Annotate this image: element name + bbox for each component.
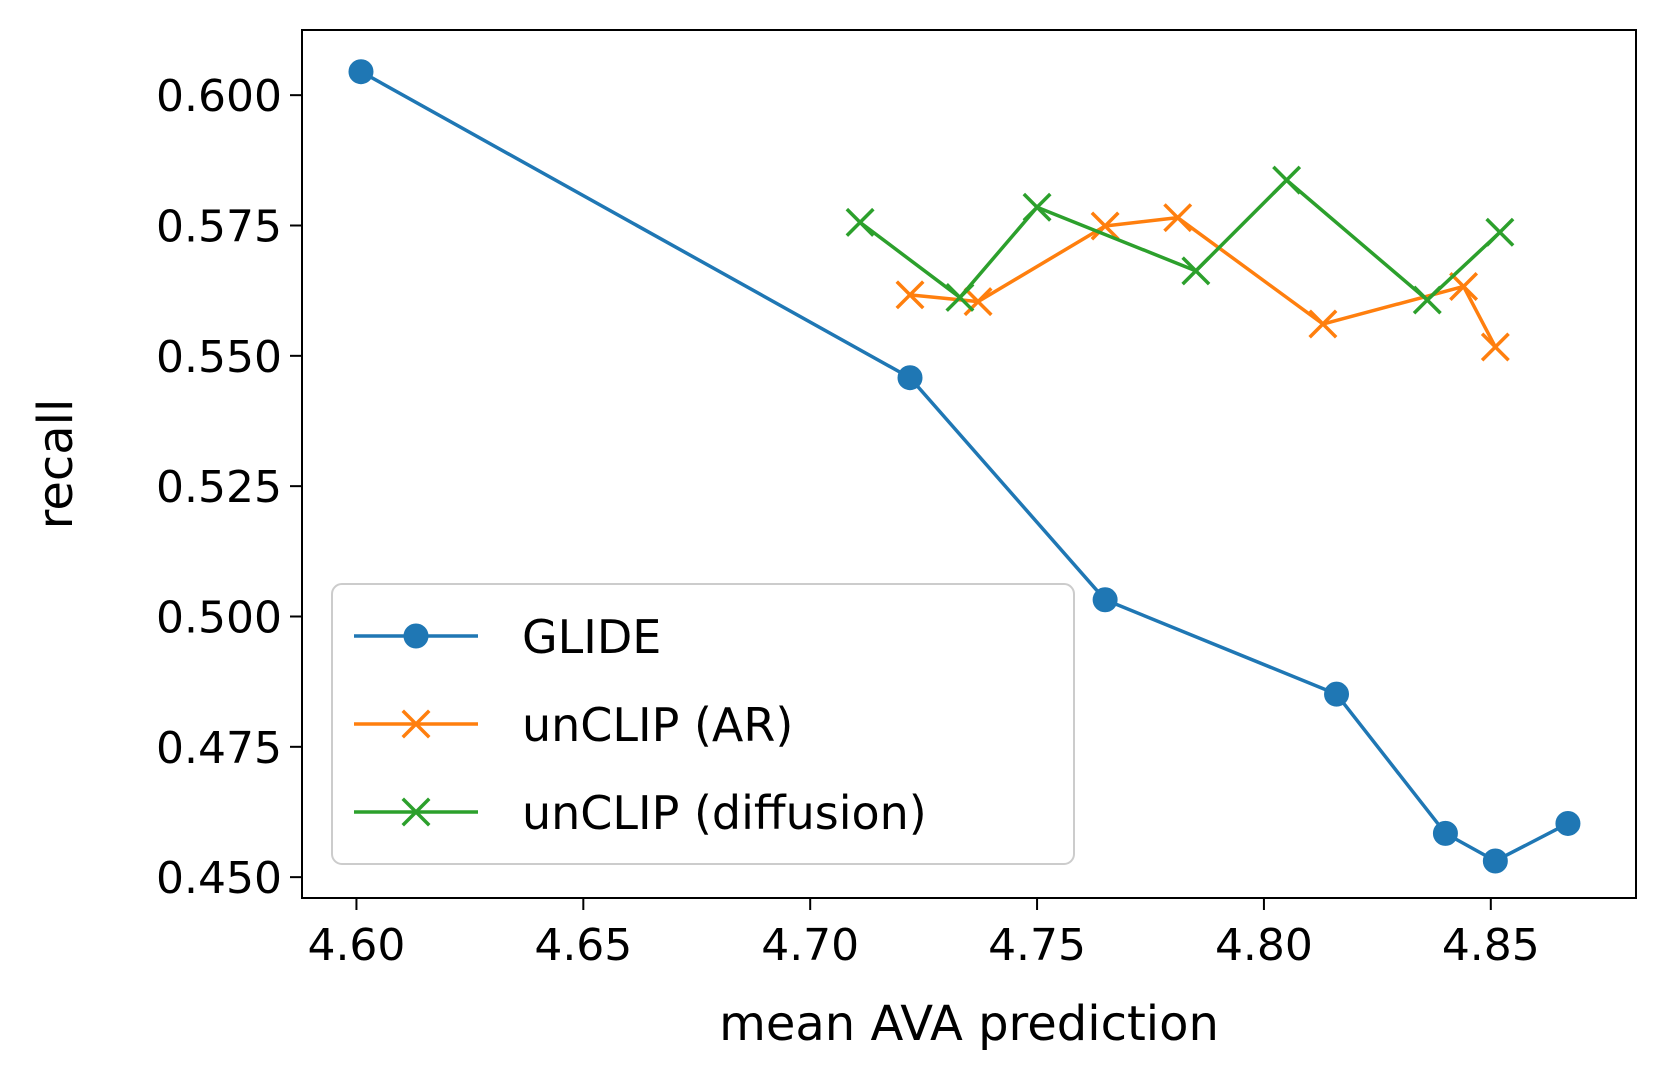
series-unclip-diffusion-point [845,207,875,237]
x-tick-label: 4.70 [761,920,859,971]
x-tick-label: 4.75 [988,920,1086,971]
legend-entry-1: GLIDE [354,610,661,664]
plot-area-frame [301,29,1637,899]
legend-entry-2: unCLIP (AR) [354,698,793,752]
series-glide-point [1324,681,1350,707]
x-tick-label: 4.80 [1215,920,1313,971]
y-tick-label: 0.500 [156,592,282,643]
series-unclip-diffusion-point [1272,165,1302,195]
series-unclip-ar-point [1163,203,1193,233]
series-unclip-diffusion-point [1412,285,1442,315]
y-tick-label: 0.575 [156,201,282,252]
x-axis-ticks: 4.60 4.65 4.70 4.75 4.80 4.85 [307,898,1540,971]
x-tick-label: 4.65 [534,920,632,971]
legend-entry-3-label: unCLIP (diffusion) [522,786,927,840]
y-tick-label: 0.475 [156,723,282,774]
series-unclip-diffusion [845,165,1515,315]
legend-box [331,583,1075,865]
series-glide-point [1482,848,1508,874]
series-glide-point [897,365,923,391]
y-tick-label: 0.450 [156,853,282,904]
series-layer [348,59,1581,874]
series-unclip-ar-point [895,280,925,310]
x-tick-label: 4.60 [307,920,405,971]
series-unclip-ar-point [1449,272,1479,301]
legend-entry-1-label: GLIDE [522,610,661,664]
legend-entry-2-label: unCLIP (AR) [522,698,793,752]
series-glide-point [1432,820,1458,846]
series-unclip-diffusion-point [1485,217,1515,247]
series-unclip-ar-point [1090,211,1120,241]
y-axis-label: recall [28,399,84,530]
series-glide [348,59,1581,874]
series-glide-point [1555,810,1581,836]
y-tick-label: 0.550 [156,332,282,383]
series-unclip-ar-point [1308,309,1338,339]
y-tick-label: 0.525 [156,462,282,513]
series-unclip-diffusion-point [1181,256,1211,286]
legend: GLIDE unCLIP (AR) unCLIP (diffusion) [331,583,1075,865]
x-axis-label: mean AVA prediction [719,996,1219,1052]
legend-entry-3-point [401,797,431,827]
series-unclip-ar-point [1480,332,1510,362]
y-tick-label: 0.600 [156,71,282,122]
series-glide-point [1092,587,1118,613]
legend-entry-2-point [401,709,431,739]
series-unclip-diffusion-point [1022,192,1052,222]
series-unclip-diffusion-point [945,282,975,312]
legend-entry-1-point [403,623,429,649]
series-glide-point [348,59,374,85]
y-axis-ticks: 0.450 0.475 0.500 0.525 0.550 0.575 0.600 [156,71,302,904]
x-tick-label: 4.85 [1442,920,1540,971]
legend-entry-3: unCLIP (diffusion) [354,786,927,840]
